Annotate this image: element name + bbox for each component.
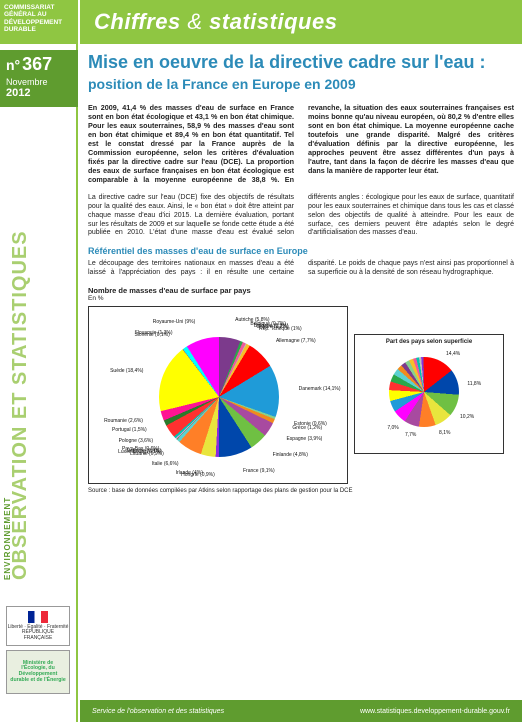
pie-slice-label: Royaume-Uni (9%) [153,319,196,325]
pie-main-graphic [159,337,279,457]
footer-url: www.statistiques.developpement-durable.g… [360,708,510,715]
pie-chart-small: Part des pays selon superficie 14,4% 11,8… [354,334,504,454]
header-word-b: statistiques [209,9,337,34]
section-heading: Référentiel des masses d'eau de surface … [88,246,514,256]
flag-icon [28,611,48,623]
chart-row: Autriche (5,8%)Belgique (0,7%)Bulgarie (… [88,306,514,484]
pie-slice-label: Finlande (4,8%) [273,452,308,458]
small-chart-title: Part des pays selon superficie [355,339,503,345]
body-para1: La directive cadre sur l'eau (DCE) fixe … [88,194,514,238]
issue-box: n° 367 Novembre 2012 [0,50,78,107]
chart-source: Source : base de données compilées par A… [88,488,514,494]
org-name: COMMISSARIAT GÉNÉRAL AU DÉVELOPPEMENT DU… [0,0,78,44]
issue-year: 2012 [6,87,72,99]
pie-slice-label: France (9,1%) [243,468,275,474]
main-content: Mise en oeuvre de la directive cadre sur… [88,52,514,494]
footer-service: Service de l'observation et des statisti… [92,708,224,715]
pie-small-graphic [389,357,459,427]
chart-title: Nombre de masses d'eau de surface par pa… [88,286,514,295]
header-amp: & [187,9,202,34]
vertical-band: OBSERVATION ET STATISTIQUES ENVIRONNEMEN… [0,160,78,590]
sidebar: COMMISSARIAT GÉNÉRAL AU DÉVELOPPEMENT DU… [0,0,78,722]
pie-slice-label: Pologne (3,6%) [119,438,153,444]
logo-republique: Liberté · Égalité · Fraternité RÉPUBLIQU… [6,606,70,646]
pie-small-label: 10,2% [460,414,474,420]
vertical-env: ENVIRONNEMENT [3,497,12,580]
article-title: Mise en oeuvre de la directive cadre sur… [88,52,514,93]
issue-prefix: n° [6,57,20,73]
issue-number: 367 [22,54,52,74]
header-title: Chiffres & statistiques [94,9,337,35]
pie-slice-label: Slovaquie (1,3%) [134,330,172,336]
pie-slice-label: Portugal (1,5%) [112,427,147,433]
vertical-title: OBSERVATION ET STATISTIQUES [9,230,32,580]
title-main: Mise en oeuvre de la directive cadre sur… [88,52,485,72]
pie-slice-label: Allemagne (7,7%) [276,338,316,344]
title-sub: position de la France en Europe en 2009 [88,76,356,92]
pie-slice-label: Irlande (4%) [176,470,203,476]
pie-slice-label: Roumanie (2,6%) [104,418,143,424]
logo-ministere: Ministère de l'Écologie, du Développemen… [6,650,70,694]
logos: Liberté · Égalité · Fraternité RÉPUBLIQU… [6,606,70,698]
pie-slice-label: Suède (18,4%) [110,368,143,374]
pie-small-label: 14,4% [446,351,460,357]
chart-unit: En % [88,295,514,302]
lead-paragraph: En 2009, 41,4 % des masses d'eau de surf… [88,103,514,184]
pie-small-label: 7,0% [387,425,398,431]
pie-slice-label: Espagne (3,9%) [286,436,322,442]
pie-slice-label: Rép. Tchèque (1%) [259,326,302,332]
pie-slice-label: Pays-Bas (0,6%) [122,446,160,452]
pie-small-label: 7,7% [405,432,416,438]
header: Chiffres & statistiques [80,0,522,44]
header-word-a: Chiffres [94,9,181,34]
pie-slice-label: Grèce (1,2%) [292,425,322,431]
pie-slice-label: Danemark (14,1%) [299,386,341,392]
body-para2: Le découpage des territoires nationaux e… [88,260,514,278]
pie-slice-label: Italie (6,6%) [152,461,179,467]
logo-sub: RÉPUBLIQUE FRANÇAISE [7,630,69,641]
pie-small-label: 11,8% [467,381,481,387]
pie-chart-main: Autriche (5,8%)Belgique (0,7%)Bulgarie (… [88,306,348,484]
footer: Service de l'observation et des statisti… [80,700,522,722]
pie-small-label: 8,1% [439,430,450,436]
issue-month: Novembre [6,77,72,87]
